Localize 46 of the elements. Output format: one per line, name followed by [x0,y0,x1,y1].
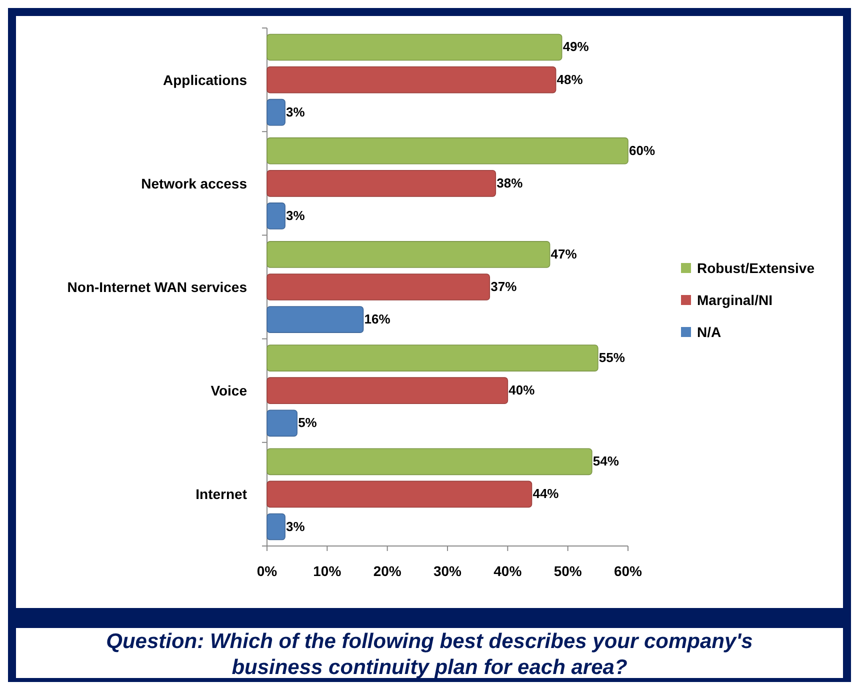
bar [266,66,556,94]
y-tick-label: Non-Internet WAN services [67,279,248,295]
data-label: 5% [298,415,318,430]
y-tick-label: Voice [210,382,248,399]
data-label: 48% [556,72,584,87]
x-tick-label: 10% [313,563,342,579]
data-label: 3% [286,518,306,534]
data-label: 60% [629,142,656,158]
data-label: 44% [532,486,560,502]
legend-label: N/A [697,324,722,340]
bar [266,306,364,333]
data-label: 55% [598,350,626,366]
bar [266,448,592,476]
y-tick-label: Network access [141,175,248,192]
legend-label: Robust/Extensive [697,260,815,276]
bar [266,344,598,372]
x-tick-label: 40% [494,563,522,579]
y-tick-label: Applications [162,72,248,88]
y-tick-label: Internet [196,486,248,502]
data-label: 3% [286,208,306,223]
x-tick-label: 20% [373,563,402,579]
bar [266,410,298,437]
bar [266,513,286,540]
bar [266,98,286,126]
text: Question: Which of the following best describes your company's business continuity plan for each area? [106,630,753,679]
data-label: 49% [562,39,590,54]
data-label: 37% [490,279,518,294]
bar [266,202,286,230]
x-tick-label: 0% [256,563,278,579]
data-label: 38% [496,175,524,190]
x-tick-label: 60% [614,563,643,579]
bar [266,34,562,61]
bar [266,137,628,164]
data-label: 3% [286,104,306,120]
bar [266,377,508,404]
bar [266,241,550,268]
bar [266,274,490,300]
bar [266,170,496,197]
data-label: 54% [592,454,620,469]
x-tick-label: 50% [554,563,582,579]
data-label: 47% [550,246,578,262]
data-label: 40% [508,382,536,398]
legend-label: Marginal/NI [697,292,772,308]
x-tick-label: 30% [433,563,462,579]
bar [266,480,532,508]
data-label: 16% [364,312,391,327]
